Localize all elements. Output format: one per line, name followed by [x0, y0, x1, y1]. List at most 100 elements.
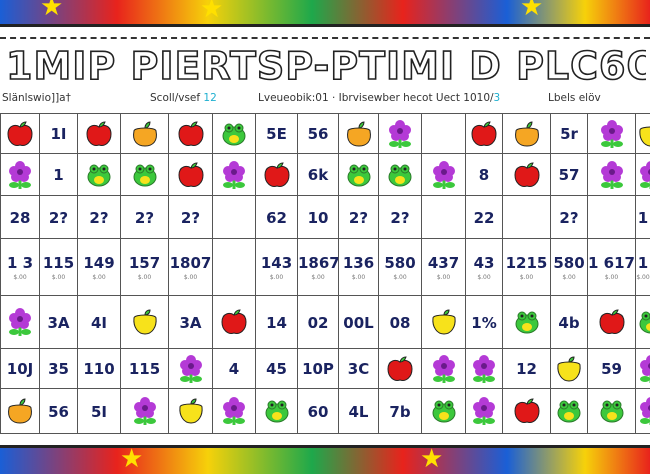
grid-cell[interactable]: 5r — [551, 114, 588, 154]
grid-cell[interactable] — [121, 296, 169, 349]
grid-cell[interactable]: 2? — [379, 196, 422, 239]
grid-cell[interactable] — [588, 196, 636, 239]
grid-cell[interactable] — [422, 389, 466, 434]
grid-cell[interactable]: 2? — [339, 196, 379, 239]
grid-cell[interactable]: 1% — [466, 296, 503, 349]
grid-cell[interactable] — [636, 389, 650, 434]
grid-cell[interactable] — [588, 389, 636, 434]
grid-cell[interactable] — [422, 196, 466, 239]
grid-cell[interactable]: 3C — [339, 349, 379, 389]
grid-cell[interactable] — [1, 296, 40, 349]
grid-cell[interactable] — [588, 114, 636, 154]
grid-cell[interactable] — [422, 296, 466, 349]
grid-cell[interactable]: 2? — [551, 196, 588, 239]
grid-cell[interactable] — [422, 154, 466, 196]
grid-cell[interactable]: 2? — [40, 196, 78, 239]
grid-cell[interactable] — [1, 154, 40, 196]
grid-cell[interactable]: 4 — [213, 349, 256, 389]
grid-cell[interactable] — [339, 114, 379, 154]
grid-cell[interactable] — [503, 389, 551, 434]
grid-cell[interactable] — [379, 349, 422, 389]
grid-cell[interactable]: 5E — [256, 114, 298, 154]
grid-cell[interactable] — [169, 114, 213, 154]
grid-cell[interactable]: 1I — [40, 114, 78, 154]
grid-cell[interactable] — [121, 389, 169, 434]
grid-cell[interactable]: 1 — [40, 154, 78, 196]
grid-cell[interactable]: 60 — [298, 389, 339, 434]
grid-cell[interactable]: 580$.00 — [379, 239, 422, 296]
grid-cell[interactable]: 56 — [298, 114, 339, 154]
grid-cell[interactable]: 28 — [1, 196, 40, 239]
grid-cell[interactable]: 6k — [298, 154, 339, 196]
grid-cell[interactable] — [339, 154, 379, 196]
grid-cell[interactable]: 59 — [588, 349, 636, 389]
grid-cell[interactable] — [256, 154, 298, 196]
grid-cell[interactable]: 62 — [256, 196, 298, 239]
grid-cell[interactable] — [1, 389, 40, 434]
grid-cell[interactable]: 1 617$.00 — [588, 239, 636, 296]
grid-cell[interactable]: 1$.00 — [636, 239, 650, 296]
grid-cell[interactable] — [636, 296, 650, 349]
grid-cell[interactable] — [503, 296, 551, 349]
grid-cell[interactable] — [1, 114, 40, 154]
grid-cell[interactable] — [78, 154, 121, 196]
grid-cell[interactable] — [213, 389, 256, 434]
grid-cell[interactable]: 10 — [298, 196, 339, 239]
grid-cell[interactable]: 580$.00 — [551, 239, 588, 296]
grid-cell[interactable]: 02 — [298, 296, 339, 349]
grid-cell[interactable]: 1215$.00 — [503, 239, 551, 296]
grid-cell[interactable] — [503, 114, 551, 154]
grid-cell[interactable]: 22 — [466, 196, 503, 239]
grid-cell[interactable] — [466, 389, 503, 434]
grid-cell[interactable]: 110 — [78, 349, 121, 389]
grid-cell[interactable] — [379, 114, 422, 154]
grid-cell[interactable]: 1867$.00 — [298, 239, 339, 296]
grid-cell[interactable] — [422, 349, 466, 389]
grid-cell[interactable]: 8 — [466, 154, 503, 196]
grid-cell[interactable] — [256, 389, 298, 434]
grid-cell[interactable]: 149$.00 — [78, 239, 121, 296]
grid-cell[interactable]: 4I — [78, 296, 121, 349]
grid-cell[interactable] — [466, 349, 503, 389]
grid-cell[interactable]: 45 — [256, 349, 298, 389]
grid-cell[interactable]: 3A — [169, 296, 213, 349]
grid-cell[interactable] — [169, 349, 213, 389]
grid-cell[interactable] — [213, 196, 256, 239]
grid-cell[interactable]: 00L — [339, 296, 379, 349]
grid-cell[interactable]: 7b — [379, 389, 422, 434]
grid-cell[interactable] — [636, 154, 650, 196]
grid-cell[interactable]: 14 — [256, 296, 298, 349]
grid-cell[interactable] — [503, 196, 551, 239]
grid-cell[interactable] — [422, 114, 466, 154]
grid-cell[interactable] — [379, 154, 422, 196]
grid-cell[interactable] — [503, 154, 551, 196]
grid-cell[interactable]: 4b — [551, 296, 588, 349]
grid-cell[interactable]: 3A — [40, 296, 78, 349]
grid-cell[interactable]: 56 — [40, 389, 78, 434]
grid-cell[interactable] — [213, 239, 256, 296]
grid-cell[interactable]: 136$.00 — [339, 239, 379, 296]
grid-cell[interactable] — [588, 296, 636, 349]
grid-cell[interactable] — [588, 154, 636, 196]
grid-cell[interactable]: 10P — [298, 349, 339, 389]
grid-cell[interactable] — [213, 114, 256, 154]
grid-cell[interactable] — [636, 349, 650, 389]
grid-cell[interactable]: 115 — [121, 349, 169, 389]
grid-cell[interactable]: 437$.00 — [422, 239, 466, 296]
grid-cell[interactable] — [551, 349, 588, 389]
grid-cell[interactable]: 43$.00 — [466, 239, 503, 296]
grid-cell[interactable]: 4L — [339, 389, 379, 434]
grid-cell[interactable] — [169, 389, 213, 434]
grid-cell[interactable]: 1 3$.00 — [1, 239, 40, 296]
grid-cell[interactable] — [466, 114, 503, 154]
grid-cell[interactable]: 08 — [379, 296, 422, 349]
grid-cell[interactable] — [551, 389, 588, 434]
grid-cell[interactable]: 2? — [169, 196, 213, 239]
grid-cell[interactable] — [213, 296, 256, 349]
grid-cell[interactable]: 1 — [636, 196, 650, 239]
grid-cell[interactable]: 115$.00 — [40, 239, 78, 296]
grid-cell[interactable]: 143$.00 — [256, 239, 298, 296]
grid-cell[interactable] — [636, 114, 650, 154]
grid-cell[interactable] — [121, 154, 169, 196]
grid-cell[interactable]: 2? — [121, 196, 169, 239]
